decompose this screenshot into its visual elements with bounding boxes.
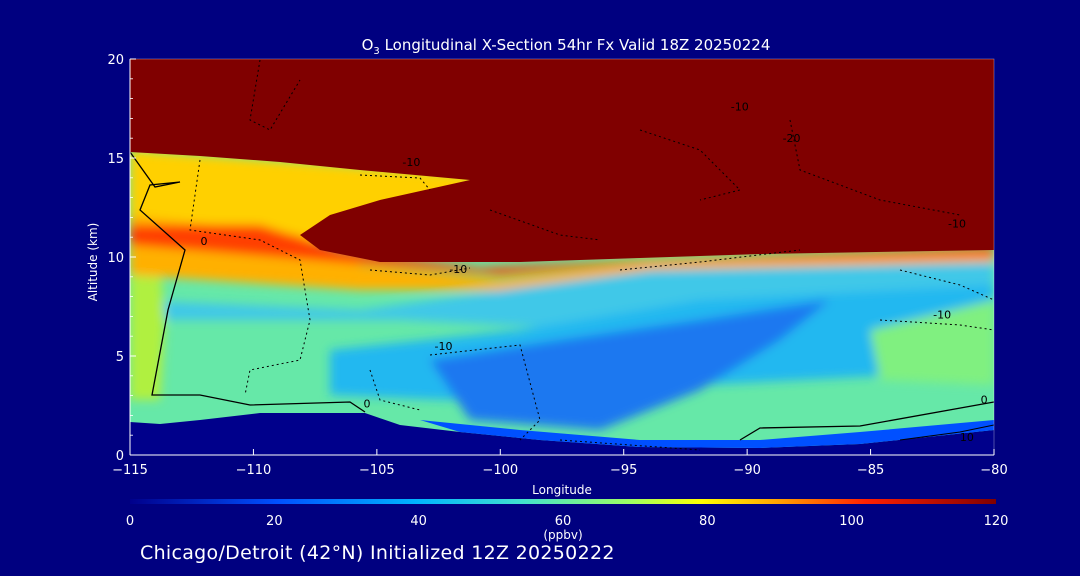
x-axis-label: Longitude [532, 483, 592, 497]
y-tick-label: 5 [116, 350, 124, 365]
contour-label: -20 [783, 132, 801, 145]
x-tick-label: −90 [733, 463, 760, 478]
field-band-red-edge [130, 225, 994, 275]
contour-label: 0 [363, 397, 370, 410]
colorbar-tick-label: 20 [266, 514, 283, 529]
contour-label: 10 [960, 431, 974, 444]
contour-label: 0 [201, 235, 208, 248]
contour-label: -10 [933, 308, 951, 321]
contour-zero-east [739, 401, 994, 441]
chart-title: O3 Longitudinal X-Section 54hr Fx Valid … [362, 36, 771, 57]
colorbar-ticks: 0 20 40 60 80 100 120 [126, 514, 1009, 529]
colorbar-tick-label: 0 [126, 514, 134, 529]
y-axis-label: Altitude (km) [86, 223, 100, 302]
contour-ten-east [899, 424, 994, 441]
colorbar-units: (ppbv) [543, 528, 582, 542]
field-band-east-green [870, 300, 994, 385]
y-tick-label: 10 [107, 251, 124, 266]
contour-label: -10 [402, 156, 420, 169]
contour-label: -10 [948, 217, 966, 230]
colorbar [130, 499, 996, 504]
y-axis: 0 5 10 15 20 [107, 53, 136, 464]
colorbar-tick-label: 80 [699, 514, 716, 529]
dotted-contours [189, 59, 994, 451]
x-tick-label: −105 [359, 463, 395, 478]
field-band-blue-core [430, 300, 830, 430]
contour-label: -10 [731, 100, 749, 113]
field-surface-blue-band [420, 420, 994, 448]
x-tick-label: −110 [236, 463, 272, 478]
footer-caption: Chicago/Detroit (42°N) Initialized 12Z 2… [140, 542, 615, 564]
x-tick-label: −85 [857, 463, 884, 478]
contour-labels: -10 -20 -10 -10 -10 -10 -10 0 0 0 10 [201, 100, 988, 444]
contour-label: -10 [449, 263, 467, 276]
x-axis: −115 −110 −105 −100 −95 −90 −85 −80 [112, 449, 1008, 478]
colorbar-tick-label: 120 [984, 514, 1009, 529]
y-tick-label: 15 [107, 152, 124, 167]
field-band-orange-edge [130, 215, 994, 290]
x-tick-label: −115 [112, 463, 148, 478]
colorbar-tick-label: 60 [555, 514, 572, 529]
colorbar-tick-label: 100 [839, 514, 864, 529]
field-surface-low [130, 413, 994, 455]
field-stratosphere [130, 59, 994, 262]
y-tick-label: 20 [107, 53, 124, 68]
contour-label: 0 [981, 394, 988, 407]
ozone-field: -10 -20 -10 -10 -10 -10 -10 0 0 0 10 [130, 59, 994, 455]
contour-zero-west [130, 151, 366, 413]
contour-label: -10 [435, 340, 453, 353]
x-tick-label: −100 [482, 463, 518, 478]
colorbar-tick-label: 40 [410, 514, 427, 529]
x-tick-label: −80 [980, 463, 1007, 478]
x-tick-label: −95 [610, 463, 637, 478]
y-tick-label: 0 [116, 449, 124, 464]
